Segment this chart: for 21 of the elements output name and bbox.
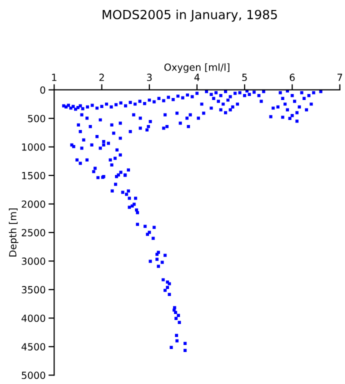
y-tick-label: 1500 [22,172,46,180]
y-tick-label: 500 [28,114,46,122]
x-tick-label: 5 [242,74,247,82]
x-tick-label: 6 [290,74,295,82]
chart-title: MODS2005 in January, 1985 [102,10,277,22]
y-tick-label: 3500 [22,286,46,294]
y-tick-label: 3000 [22,258,46,265]
x-tick-label: 3 [147,74,152,82]
y-tick-label: 5000 [22,372,46,379]
y-tick-label: 1000 [22,143,46,151]
y-tick-label: 4000 [22,314,46,322]
x-tick-label: 7 [338,74,342,81]
x-tick-label: 2 [99,74,104,81]
y-tick-label: 4500 [22,343,46,350]
x-tick-label: 1 [52,74,56,81]
y-tick-label: 2500 [22,228,46,236]
y-axis-title: Depth [m] [8,208,18,256]
x-tick-label: 4 [194,74,200,81]
x-axis-title: Oxygen [ml/l] [164,63,230,73]
y-tick-label: 0 [40,86,46,94]
y-tick-label: 2000 [22,200,46,208]
